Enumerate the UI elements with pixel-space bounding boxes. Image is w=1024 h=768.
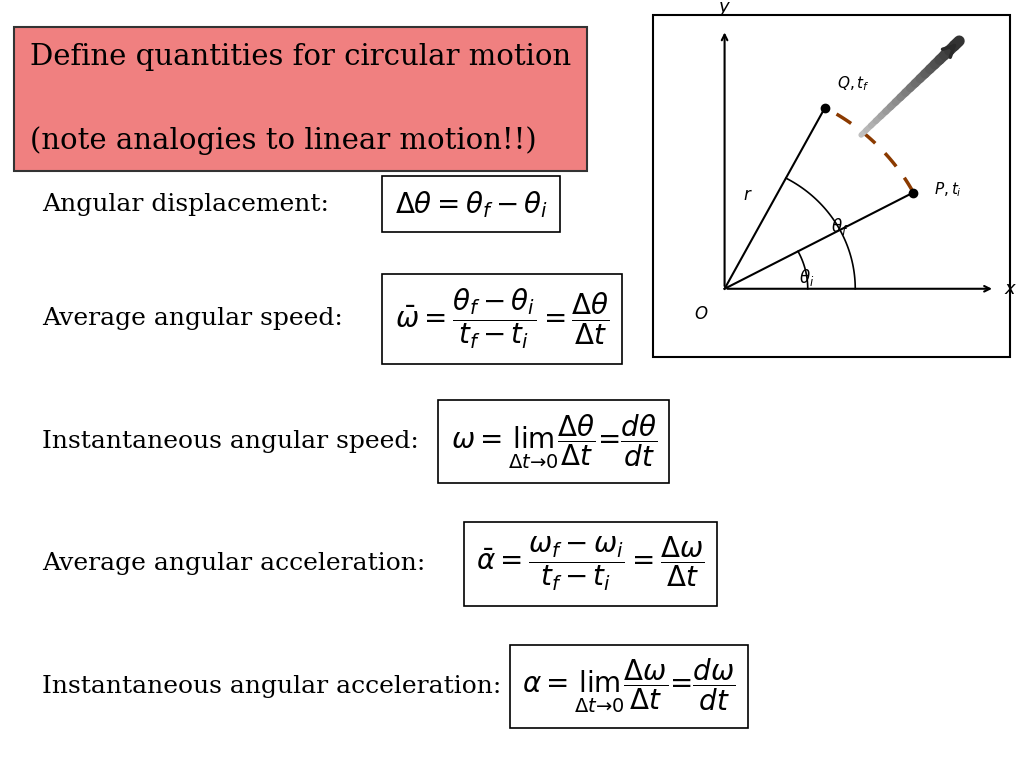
Text: $O$: $O$ <box>694 306 709 323</box>
Text: $y$: $y$ <box>718 0 731 18</box>
Text: $Q, t_f$: $Q, t_f$ <box>837 74 869 94</box>
Text: $\bar{\alpha} = \dfrac{\omega_f - \omega_i}{t_f - t_i} = \dfrac{\Delta\omega}{\D: $\bar{\alpha} = \dfrac{\omega_f - \omega… <box>476 535 705 593</box>
Text: Instantaneous angular speed:: Instantaneous angular speed: <box>42 430 419 453</box>
Text: $x$: $x$ <box>1004 280 1017 298</box>
Text: $\alpha = \lim_{\Delta t \to 0}\dfrac{\Delta\omega}{\Delta t} = \dfrac{d\omega}{: $\alpha = \lim_{\Delta t \to 0}\dfrac{\D… <box>522 657 736 716</box>
Text: $\bar{\omega} = \dfrac{\theta_f - \theta_i}{t_f - t_i} = \dfrac{\Delta\theta}{\D: $\bar{\omega} = \dfrac{\theta_f - \theta… <box>394 286 609 351</box>
Text: Average angular speed:: Average angular speed: <box>42 307 343 330</box>
Text: Define quantities for circular motion

(note analogies to linear motion!!): Define quantities for circular motion (n… <box>30 44 571 155</box>
Text: $\theta_i$: $\theta_i$ <box>799 266 814 288</box>
Text: Angular displacement:: Angular displacement: <box>42 193 330 216</box>
Text: Instantaneous angular acceleration:: Instantaneous angular acceleration: <box>42 675 502 698</box>
Text: $\omega = \lim_{\Delta t \to 0}\dfrac{\Delta\theta}{\Delta t} = \dfrac{d\theta}{: $\omega = \lim_{\Delta t \to 0}\dfrac{\D… <box>451 412 656 471</box>
Text: $P, t_i$: $P, t_i$ <box>934 180 963 199</box>
Text: $r$: $r$ <box>743 187 753 204</box>
Text: $\theta_f$: $\theta_f$ <box>831 216 849 237</box>
Bar <box>653 15 1010 357</box>
Text: $\Delta\theta = \theta_f - \theta_i$: $\Delta\theta = \theta_f - \theta_i$ <box>394 189 548 220</box>
Text: Average angular acceleration:: Average angular acceleration: <box>42 552 426 575</box>
